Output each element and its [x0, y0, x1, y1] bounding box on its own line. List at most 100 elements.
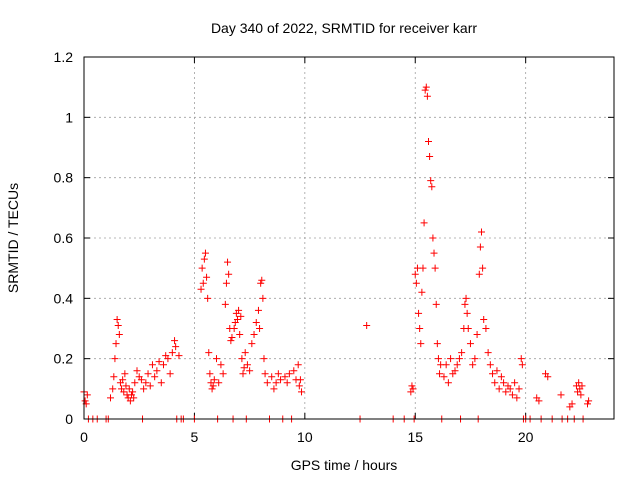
data-point: [111, 355, 119, 363]
data-point: [257, 279, 265, 287]
data-point: [225, 270, 233, 278]
data-point: [458, 349, 466, 357]
data-point: [430, 249, 438, 257]
data-point: [224, 258, 232, 266]
data-point: [577, 391, 585, 399]
data-point: [453, 361, 461, 369]
data-point: [429, 234, 437, 242]
data-point: [298, 388, 306, 396]
data-point: [464, 325, 472, 332]
data-point: [409, 385, 417, 393]
data-point: [285, 370, 293, 378]
data-point: [423, 92, 431, 100]
data-point: [475, 270, 483, 278]
data-point: [208, 385, 216, 393]
data-point: [263, 379, 271, 387]
plot-frame: [83, 56, 615, 420]
data-point: [129, 388, 137, 396]
data-point: [113, 315, 121, 323]
x-tick-label: 20: [518, 429, 534, 445]
data-point: [133, 367, 141, 375]
data-point: [502, 388, 510, 396]
y-tick-label: 0.4: [54, 290, 74, 306]
data-point: [419, 264, 427, 272]
data-point: [241, 349, 249, 357]
data-point: [408, 382, 416, 390]
data-point: [471, 355, 479, 363]
data-point: [462, 294, 470, 302]
data-point: [444, 379, 452, 387]
data-point: [486, 361, 494, 369]
data-point: [428, 183, 436, 191]
data-point: [246, 367, 254, 375]
data-point: [109, 385, 117, 393]
data-point: [497, 373, 505, 381]
data-point: [81, 397, 89, 405]
data-point: [535, 397, 543, 405]
data-point: [294, 361, 302, 369]
data-point: [142, 379, 150, 387]
data-point: [272, 379, 280, 387]
data-point: [270, 385, 278, 393]
y-tick-label: 1.2: [54, 49, 74, 65]
tick-labels: 0 5 10 15 20 0 0.2 0.4 0.6 0.8 1 1.2: [54, 49, 534, 445]
y-tick-label: 0.2: [54, 351, 74, 367]
data-point: [210, 376, 218, 384]
data-point: [258, 276, 266, 284]
data-point: [157, 379, 165, 387]
data-point: [148, 361, 156, 369]
data-point: [201, 249, 209, 257]
data-point: [416, 325, 424, 332]
data-point: [432, 300, 440, 308]
data-point: [513, 394, 521, 402]
data-point: [418, 288, 426, 296]
data-point: [240, 364, 248, 372]
data-point: [215, 379, 223, 387]
data-point: [155, 358, 163, 366]
data-point: [422, 83, 430, 91]
y-tick-label: 1: [65, 109, 73, 125]
data-point: [115, 331, 123, 339]
data-point: [239, 370, 247, 378]
data-point: [420, 219, 428, 227]
data-point: [511, 379, 519, 387]
data-point: [495, 385, 503, 393]
data-point: [434, 355, 442, 363]
data-point: [199, 279, 207, 287]
data-point: [585, 397, 593, 405]
data-point: [166, 370, 174, 378]
data-point: [478, 228, 485, 236]
data-point: [243, 361, 251, 369]
data-point: [130, 394, 138, 402]
data-point: [238, 355, 246, 363]
data-point: [160, 361, 167, 369]
data-point: [205, 349, 213, 357]
data-point: [122, 382, 130, 390]
data-point: [261, 370, 269, 378]
data-point: [575, 379, 583, 387]
data-point: [172, 343, 180, 351]
data-point: [442, 361, 450, 369]
data-point: [254, 306, 262, 314]
y-tick-label: 0.8: [54, 170, 74, 186]
data-point: [126, 397, 134, 405]
y-tick-label: 0.6: [54, 230, 74, 246]
x-tick-label: 5: [191, 429, 199, 445]
data-point: [114, 321, 122, 329]
data-point: [433, 340, 441, 348]
data-point: [250, 331, 258, 339]
data-point: [221, 300, 229, 308]
data-point: [473, 331, 481, 339]
data-point: [584, 400, 591, 408]
data-point: [436, 370, 444, 378]
data-point: [417, 340, 425, 348]
data-point: [200, 255, 208, 263]
data-point: [209, 382, 217, 390]
data-point: [140, 385, 148, 393]
data-point: [578, 382, 586, 390]
data-point: [517, 355, 525, 363]
data-point: [125, 385, 133, 393]
data-point: [421, 86, 429, 94]
data-point: [236, 331, 244, 339]
data-point: [431, 264, 439, 272]
